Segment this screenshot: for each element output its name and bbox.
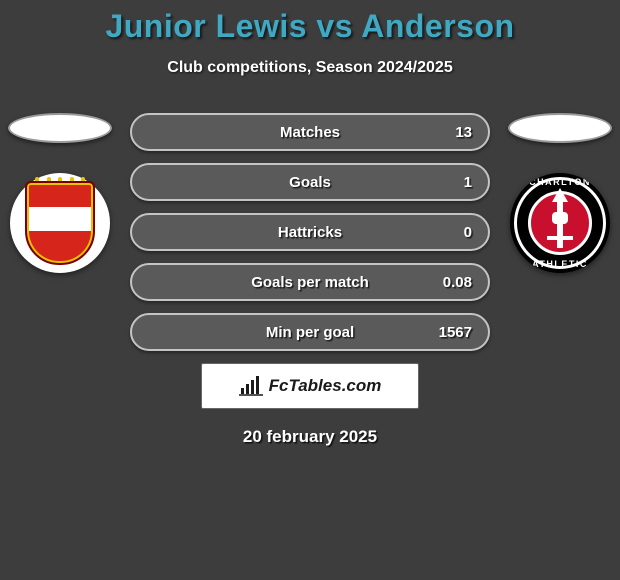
stat-row-gpm: Goals per match 0.08 <box>130 263 490 301</box>
stat-row-goals: Goals 1 <box>130 163 490 201</box>
hand-icon <box>552 212 568 224</box>
right-crest-inner <box>528 191 592 255</box>
stats-column: Matches 13 Goals 1 Hattricks 0 Goals per… <box>120 113 500 447</box>
stat-value-right: 0.08 <box>443 274 472 291</box>
stat-row-matches: Matches 13 <box>130 113 490 151</box>
left-crest-shield <box>25 181 95 265</box>
right-crest-text-top: CHARLTON <box>510 177 610 187</box>
stat-label: Goals <box>289 174 331 191</box>
page-subtitle: Club competitions, Season 2024/2025 <box>0 59 620 77</box>
stat-row-mpg: Min per goal 1567 <box>130 313 490 351</box>
bar-chart-icon <box>239 376 263 396</box>
stat-label: Goals per match <box>251 274 369 291</box>
left-team-column <box>0 113 120 273</box>
stat-label: Min per goal <box>266 324 354 341</box>
stat-label: Matches <box>280 124 340 141</box>
left-country-badge <box>8 113 112 143</box>
stat-value-right: 1 <box>464 174 472 191</box>
page-title: Junior Lewis vs Anderson <box>0 0 620 45</box>
right-club-badge: CHARLTON ATHLETIC <box>510 173 610 273</box>
stat-value-right: 1567 <box>439 324 472 341</box>
left-club-badge <box>10 173 110 273</box>
stat-label: Hattricks <box>278 224 342 241</box>
right-crest-text-bottom: ATHLETIC <box>510 259 610 269</box>
stat-value-right: 0 <box>464 224 472 241</box>
brand-box[interactable]: FcTables.com <box>201 363 419 409</box>
stat-row-hattricks: Hattricks 0 <box>130 213 490 251</box>
right-team-column: CHARLTON ATHLETIC <box>500 113 620 273</box>
footer-date: 20 february 2025 <box>130 427 490 447</box>
brand-text: FcTables.com <box>269 376 382 396</box>
right-country-badge <box>508 113 612 143</box>
stat-value-right: 13 <box>455 124 472 141</box>
comparison-columns: Matches 13 Goals 1 Hattricks 0 Goals per… <box>0 113 620 447</box>
